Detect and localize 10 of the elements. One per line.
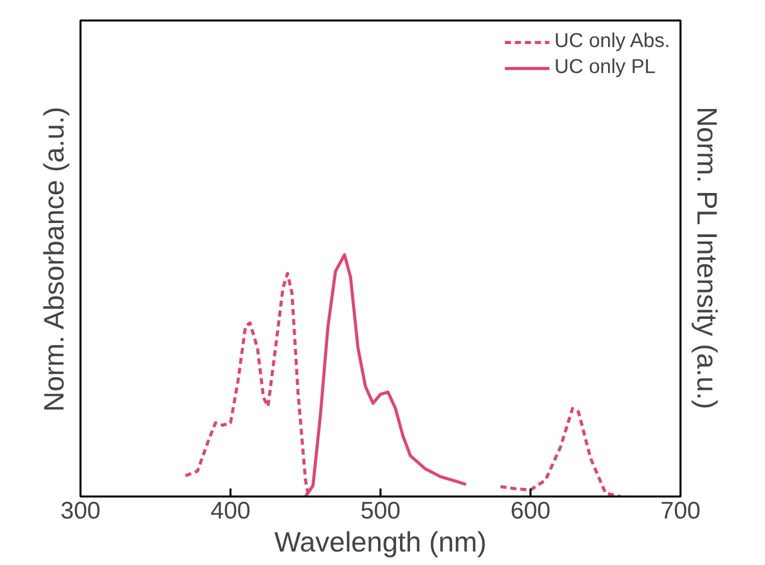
legend-label: UC only PL (554, 56, 656, 79)
x-tick-label: 300 (60, 498, 101, 524)
x-tick-label: 400 (210, 498, 251, 524)
x-axis-title: Wavelength (nm) (274, 526, 487, 558)
x-tick-label: 700 (660, 498, 701, 524)
x-tick-label: 600 (510, 498, 551, 524)
y2-axis-title: Norm. PL Intensity (a.u.) (692, 106, 722, 410)
legend-label: UC only Abs. (554, 30, 670, 53)
x-tick-label: 500 (360, 498, 401, 524)
y-axis-title: Norm. Absorbance (a.u.) (38, 106, 70, 412)
